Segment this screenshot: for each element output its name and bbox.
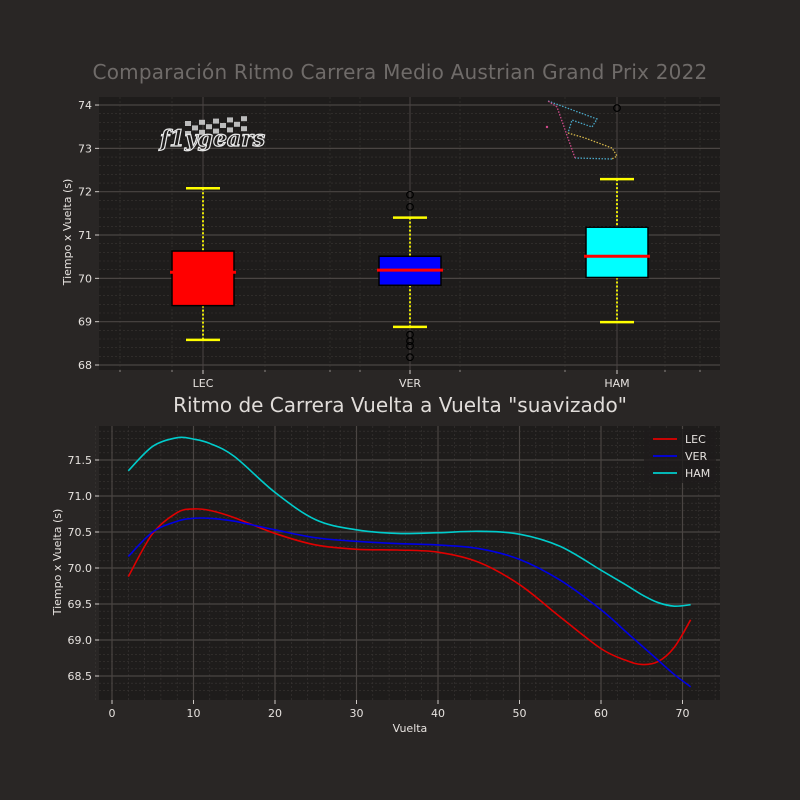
y-axis-label: Tiempo x Vuelta (s)	[51, 509, 64, 617]
legend-label: LEC	[685, 433, 706, 446]
y-tick-label: 69.0	[68, 634, 93, 647]
y-tick-label: 68	[78, 359, 92, 372]
box-ham	[584, 104, 650, 324]
track-map-icon	[545, 100, 618, 160]
top-chart-title: Comparación Ritmo Carrera Medio Austrian…	[92, 60, 708, 84]
x-tick-label: VER	[399, 377, 421, 390]
y-tick-label: 70.5	[68, 526, 93, 539]
x-axis-label: Vuelta	[393, 722, 428, 735]
legend: LEC VER HAM	[644, 429, 716, 483]
legend-label: VER	[685, 450, 707, 463]
f1ygears-logo: f1ygears	[157, 116, 266, 153]
box-ver	[377, 190, 443, 362]
y-tick-label: 68.5	[68, 670, 93, 683]
y-tick-label: 69	[78, 316, 92, 329]
y-tick-label: 71.0	[68, 490, 93, 503]
y-tick-label: 71	[78, 229, 92, 242]
x-tick-label: HAM	[604, 377, 629, 390]
line-ver	[127, 517, 692, 688]
svg-text:f1ygears: f1ygears	[158, 126, 265, 152]
line-lec	[127, 508, 692, 666]
x-tick-label: LEC	[193, 377, 214, 390]
y-axis-label: Tiempo x Vuelta (s)	[61, 179, 74, 287]
x-tick-label: 30	[350, 707, 364, 720]
bottom-chart-title: Ritmo de Carrera Vuelta a Vuelta "suaviz…	[173, 393, 627, 417]
line-ham	[127, 436, 691, 608]
outlier-point	[406, 342, 414, 350]
y-tick-label: 74	[78, 99, 92, 112]
y-tick-label: 72	[78, 186, 92, 199]
outlier-point	[613, 104, 621, 112]
outlier-point	[406, 190, 414, 199]
y-tick-label: 70	[78, 272, 92, 285]
x-tick-label: 60	[594, 707, 608, 720]
box-lec	[170, 186, 236, 342]
x-tick-label: 0	[109, 707, 116, 720]
outlier-point	[406, 337, 414, 346]
y-tick-label: 71.5	[68, 454, 93, 467]
x-tick-label: 50	[513, 707, 527, 720]
outlier-point	[406, 202, 414, 211]
x-tick-label: 20	[268, 707, 282, 720]
y-tick-label: 73	[78, 142, 92, 155]
x-tick-label: 10	[187, 707, 201, 720]
y-tick-label: 70.0	[68, 562, 93, 575]
y-tick-label: 69.5	[68, 598, 93, 611]
x-tick-label: 70	[676, 707, 690, 720]
legend-label: HAM	[685, 467, 710, 480]
x-tick-label: 40	[431, 707, 445, 720]
outlier-point	[406, 353, 414, 362]
